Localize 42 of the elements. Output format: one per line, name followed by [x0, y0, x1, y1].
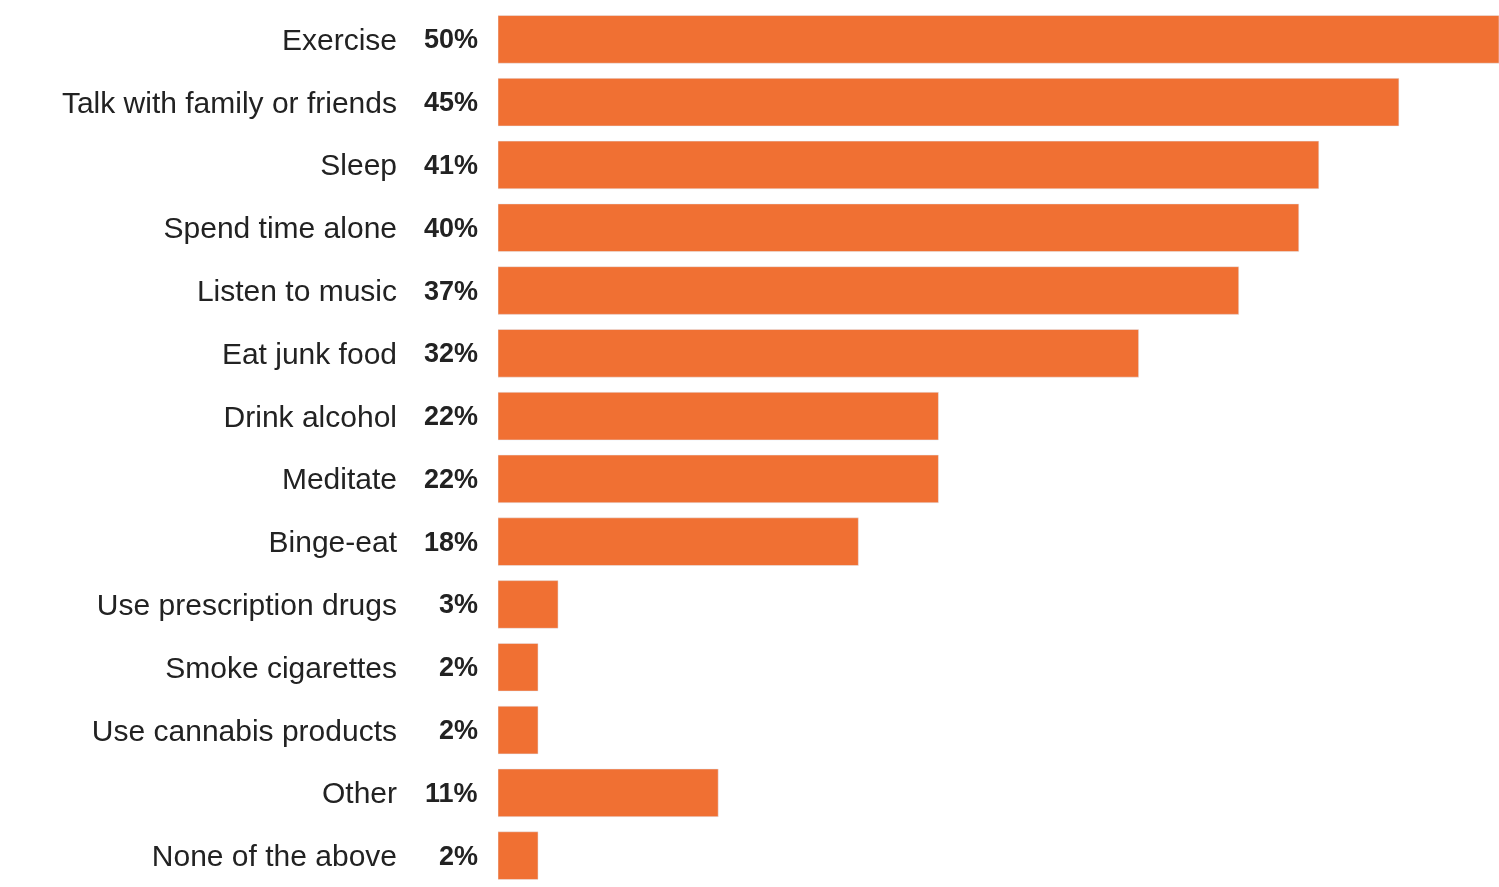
data-label: 22% [424, 464, 479, 494]
bar [498, 454, 939, 503]
y-tick-label: Sleep [320, 148, 397, 182]
y-tick-label: Binge-eat [268, 525, 398, 559]
y-tick-label: Listen to music [196, 274, 397, 308]
y-tick-label: Use cannabis products [91, 713, 397, 747]
data-label: 32% [424, 338, 479, 368]
data-label: 3% [439, 589, 479, 619]
y-tick-label: Smoke cigarettes [165, 650, 397, 684]
data-label: 45% [424, 87, 479, 117]
bar [498, 705, 539, 755]
bar [498, 517, 859, 566]
bar [498, 78, 1400, 127]
y-tick-label: None of the above [151, 839, 397, 873]
bar [498, 580, 559, 629]
data-label: 11% [425, 778, 478, 808]
y-tick-label: Eat junk food [221, 336, 397, 370]
data-label: 50% [424, 24, 479, 54]
data-label: 2% [439, 841, 479, 871]
y-tick-label: Use prescription drugs [96, 587, 397, 621]
data-label: 2% [439, 652, 479, 682]
y-tick-label: Exercise [281, 22, 397, 56]
y-tick-label: Meditate [281, 462, 397, 496]
bar [498, 392, 939, 441]
bar [498, 203, 1300, 252]
data-label: 18% [424, 527, 479, 557]
data-label: 2% [439, 715, 479, 745]
bar [498, 643, 539, 692]
y-tick-label: Talk with family or friends [61, 85, 397, 119]
data-label: 40% [424, 213, 479, 243]
data-label: 22% [424, 401, 479, 431]
bar [498, 15, 1499, 64]
bar [498, 768, 719, 817]
y-tick-label: Spend time alone [163, 211, 397, 245]
y-tick-label: Other [321, 776, 398, 810]
bar [498, 329, 1139, 378]
bar [498, 831, 539, 880]
data-label: 37% [424, 276, 479, 306]
y-tick-label: Drink alcohol [223, 399, 397, 433]
data-label: 41% [424, 150, 479, 180]
bar [498, 266, 1239, 315]
bar [498, 140, 1320, 190]
